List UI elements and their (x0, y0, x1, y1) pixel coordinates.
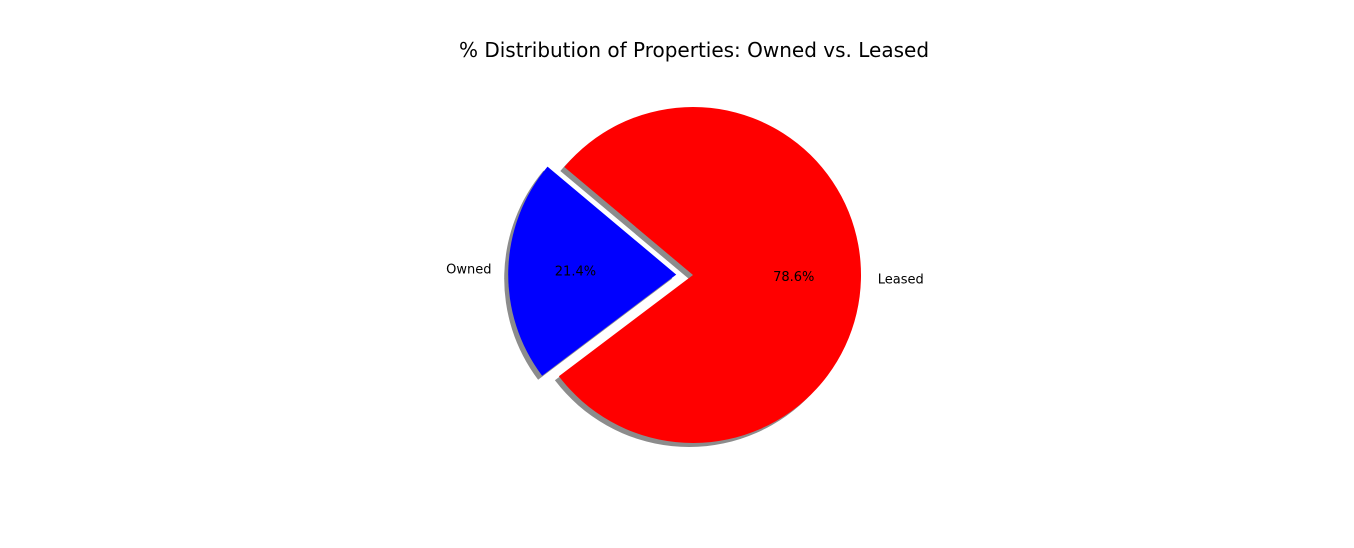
slice-percent-leased: 78.6% (773, 270, 814, 285)
slice-label-owned: Owned (446, 262, 491, 277)
pie-slice-owned (508, 166, 677, 376)
slice-percent-owned: 21.4% (555, 264, 596, 279)
pie-slice-leased (558, 107, 861, 444)
chart-title: % Distribution of Properties: Owned vs. … (459, 38, 929, 62)
slice-label-leased: Leased (878, 272, 924, 287)
slice-labels: Owned 21.4% Leased 78.6% (446, 262, 924, 287)
slices (508, 107, 861, 444)
